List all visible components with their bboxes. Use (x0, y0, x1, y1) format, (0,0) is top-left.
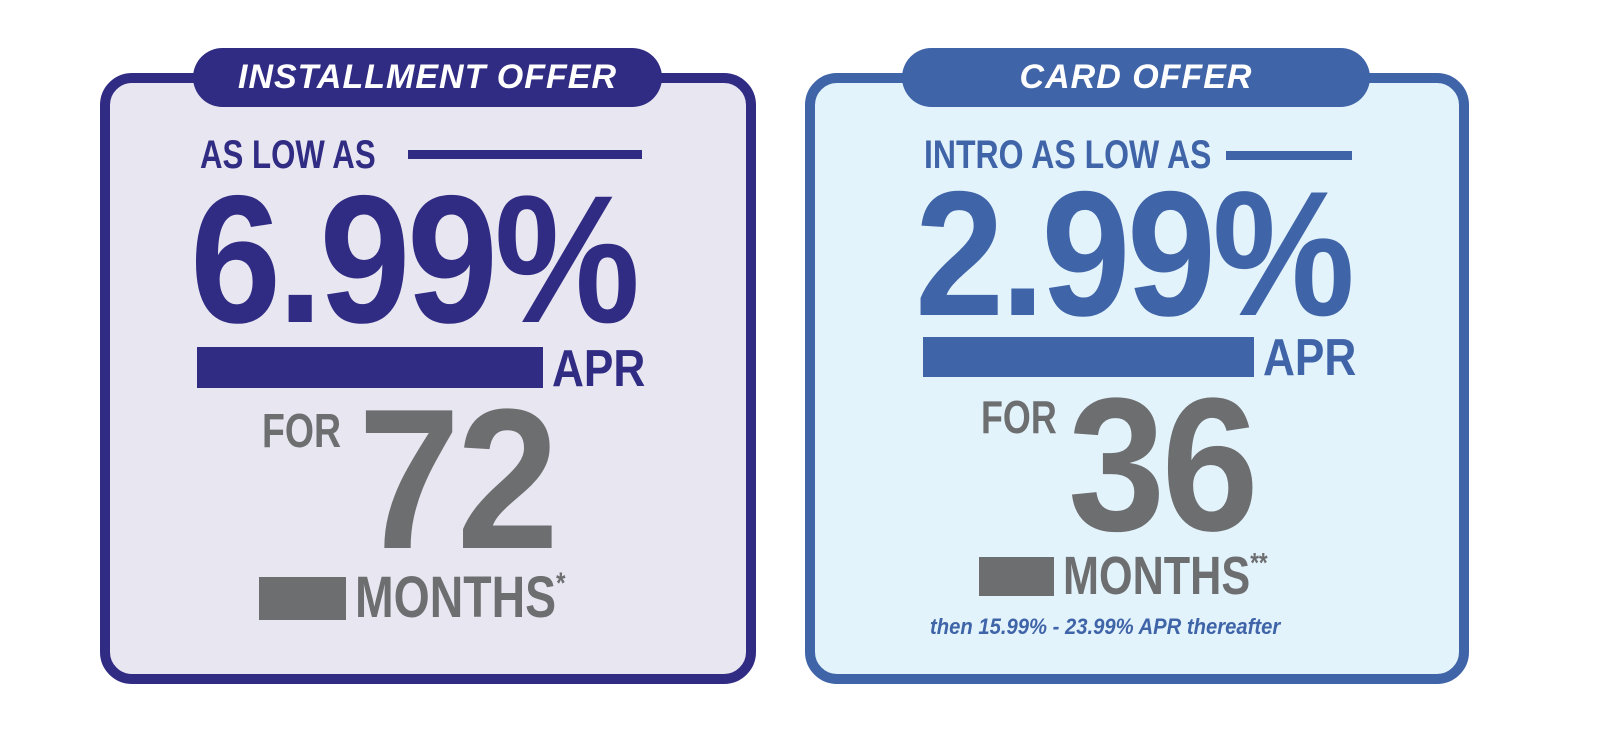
accent-bar (197, 347, 543, 388)
months-text: MONTHS (1063, 546, 1251, 606)
card-frame (805, 73, 1469, 684)
offer-tab-label: CARD OFFER (902, 48, 1370, 107)
for-label: FOR (981, 391, 1057, 443)
rate-value: 2.99% (915, 154, 1355, 353)
term-value: 72 (358, 368, 559, 591)
term-value: 36 (1068, 359, 1259, 571)
lead-text: INTRO AS LOW AS (924, 133, 1212, 177)
accent-bar (923, 337, 1254, 377)
apr-label: APR (1263, 329, 1357, 387)
footnote-mark: * (556, 567, 566, 600)
months-label: MONTHS* (355, 569, 565, 627)
divider-line (1226, 151, 1352, 160)
gray-bar (259, 577, 346, 620)
rate-value: 6.99% (190, 157, 640, 361)
lead-text: AS LOW AS (200, 133, 376, 177)
divider-line (408, 150, 642, 159)
footnote-mark: ** (1250, 547, 1268, 578)
thereafter-note: then 15.99% - 23.99% APR thereafter (930, 614, 1281, 639)
apr-label: APR (552, 340, 646, 398)
for-label: FOR (262, 405, 342, 458)
gray-bar (979, 557, 1054, 596)
offer-tab-label: INSTALLMENT OFFER (193, 48, 662, 107)
months-text: MONTHS (355, 565, 557, 630)
months-label: MONTHS** (1063, 546, 1268, 606)
